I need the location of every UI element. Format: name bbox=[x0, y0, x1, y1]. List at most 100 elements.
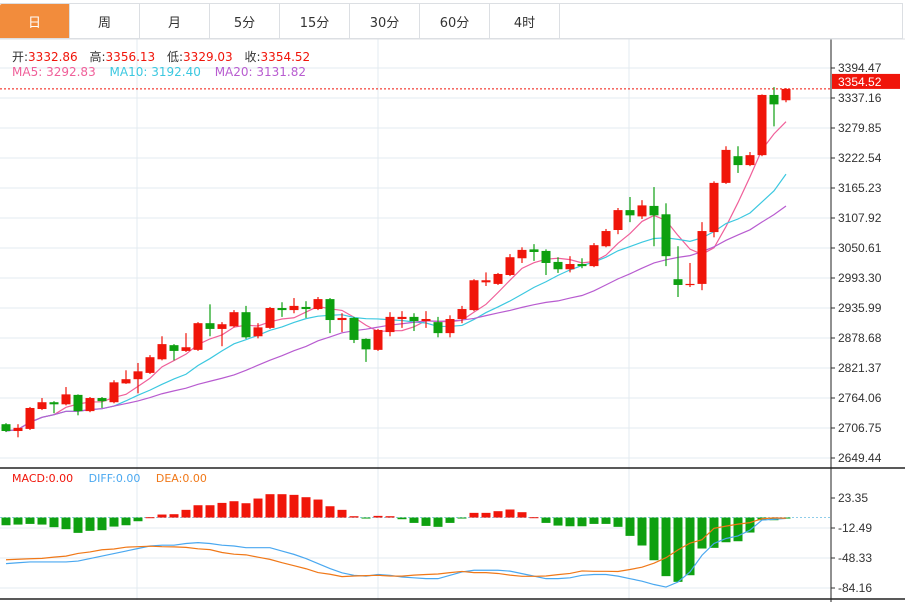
tab-2[interactable]: 月 bbox=[140, 4, 210, 38]
macd-bar bbox=[541, 517, 551, 523]
ma-line-ma10 bbox=[5, 173, 787, 432]
candle bbox=[721, 146, 731, 184]
period-tabs: 日周月 5分 15分 30分 60分 4时 bbox=[0, 3, 903, 39]
candle-body bbox=[565, 264, 575, 270]
candle bbox=[697, 222, 707, 291]
tab-5[interactable]: 30分 bbox=[350, 4, 420, 38]
candle-body bbox=[253, 327, 263, 337]
candle-body bbox=[277, 307, 287, 311]
tab-6[interactable]: 60分 bbox=[420, 4, 490, 38]
tab-7[interactable]: 4时 bbox=[490, 4, 560, 38]
candle-body bbox=[697, 231, 707, 284]
candle bbox=[313, 297, 323, 311]
candle bbox=[577, 258, 587, 269]
candle-body bbox=[1, 424, 11, 432]
candle-body bbox=[265, 307, 275, 328]
y-tick-label: 2821.37 bbox=[838, 361, 882, 375]
candles bbox=[1, 87, 791, 438]
candle bbox=[493, 272, 503, 285]
candle bbox=[745, 152, 755, 167]
macd-bar bbox=[445, 517, 455, 523]
candle bbox=[613, 208, 623, 235]
ma10-label: MA10: bbox=[109, 65, 148, 79]
candle bbox=[541, 249, 551, 276]
candle-body bbox=[577, 264, 587, 267]
macd-bar bbox=[37, 517, 47, 525]
candle-body bbox=[529, 249, 539, 252]
y-tick-label: 2878.68 bbox=[838, 331, 882, 345]
macd-bar bbox=[577, 517, 587, 527]
candle bbox=[241, 305, 251, 339]
candle bbox=[529, 244, 539, 261]
y-tick-label: 3337.16 bbox=[838, 91, 882, 105]
candle bbox=[133, 362, 143, 394]
tab-0[interactable]: 日 bbox=[0, 4, 70, 38]
candle-body bbox=[673, 279, 683, 285]
macd-bar bbox=[85, 517, 95, 531]
macd-label: MACD:0.00 bbox=[12, 472, 74, 485]
high-label: 高: bbox=[89, 50, 106, 64]
candle-body bbox=[421, 318, 431, 322]
candle-body bbox=[133, 371, 143, 380]
low-value: 3329.03 bbox=[183, 50, 233, 64]
open-value: 3332.86 bbox=[28, 50, 78, 64]
y-tick-label: 2649.44 bbox=[838, 451, 882, 465]
candle-body bbox=[685, 283, 695, 286]
macd-bar bbox=[733, 517, 743, 542]
diff-label: DIFF:0.00 bbox=[88, 472, 141, 485]
candle-body bbox=[601, 231, 611, 247]
candle bbox=[301, 301, 311, 318]
macd-bar bbox=[493, 511, 503, 518]
candle bbox=[349, 316, 359, 344]
ma20-value: 3131.82 bbox=[256, 65, 307, 79]
macd-bar bbox=[181, 509, 191, 518]
macd-bar bbox=[241, 503, 251, 518]
macd-bar bbox=[157, 514, 167, 518]
candle bbox=[421, 311, 431, 328]
tab-4[interactable]: 15分 bbox=[280, 4, 350, 38]
candle-body bbox=[445, 318, 455, 334]
candle-body bbox=[637, 205, 647, 217]
macd-bar bbox=[421, 517, 431, 526]
candle-body bbox=[613, 210, 623, 230]
y-tick-label: 2993.30 bbox=[838, 271, 882, 285]
candle bbox=[373, 328, 383, 351]
candle-body bbox=[409, 316, 419, 322]
macd-bar bbox=[385, 516, 395, 518]
candle bbox=[505, 254, 515, 277]
macd-bar bbox=[553, 517, 563, 526]
candle-body bbox=[181, 347, 191, 351]
macd-bar bbox=[229, 501, 239, 518]
macd-bar bbox=[1, 517, 11, 526]
macd-bar bbox=[217, 502, 227, 518]
candle bbox=[757, 94, 767, 157]
macd-bar bbox=[265, 494, 275, 518]
candle-body bbox=[589, 245, 599, 267]
y-tick-label: 3107.92 bbox=[838, 211, 882, 225]
candle-body bbox=[397, 316, 407, 319]
axes: 3394.47 3337.16 3279.85 3222.54 3165.23 3107.… bbox=[0, 38, 905, 602]
candle bbox=[469, 279, 479, 312]
y-tick-label: 3165.23 bbox=[838, 181, 882, 195]
candle-body bbox=[661, 214, 671, 257]
candle-body bbox=[517, 249, 527, 259]
ma20-label: MA20: bbox=[214, 65, 253, 79]
candle-body bbox=[481, 280, 491, 283]
macd-bar bbox=[253, 498, 263, 518]
candle-body bbox=[721, 149, 731, 183]
candle bbox=[49, 401, 59, 414]
candle bbox=[145, 355, 155, 374]
tab-3[interactable]: 5分 bbox=[210, 4, 280, 38]
ma-line-ma5 bbox=[5, 121, 787, 432]
candle-body bbox=[61, 394, 71, 405]
candle-body bbox=[337, 317, 347, 321]
macd-bar bbox=[61, 517, 71, 530]
macd-bar bbox=[289, 494, 299, 518]
macd-bar bbox=[697, 517, 707, 549]
candle-body bbox=[649, 205, 659, 216]
macd-bar bbox=[529, 517, 539, 519]
candle bbox=[217, 322, 227, 347]
macd-bar bbox=[133, 517, 143, 522]
tab-1[interactable]: 周 bbox=[70, 4, 140, 38]
